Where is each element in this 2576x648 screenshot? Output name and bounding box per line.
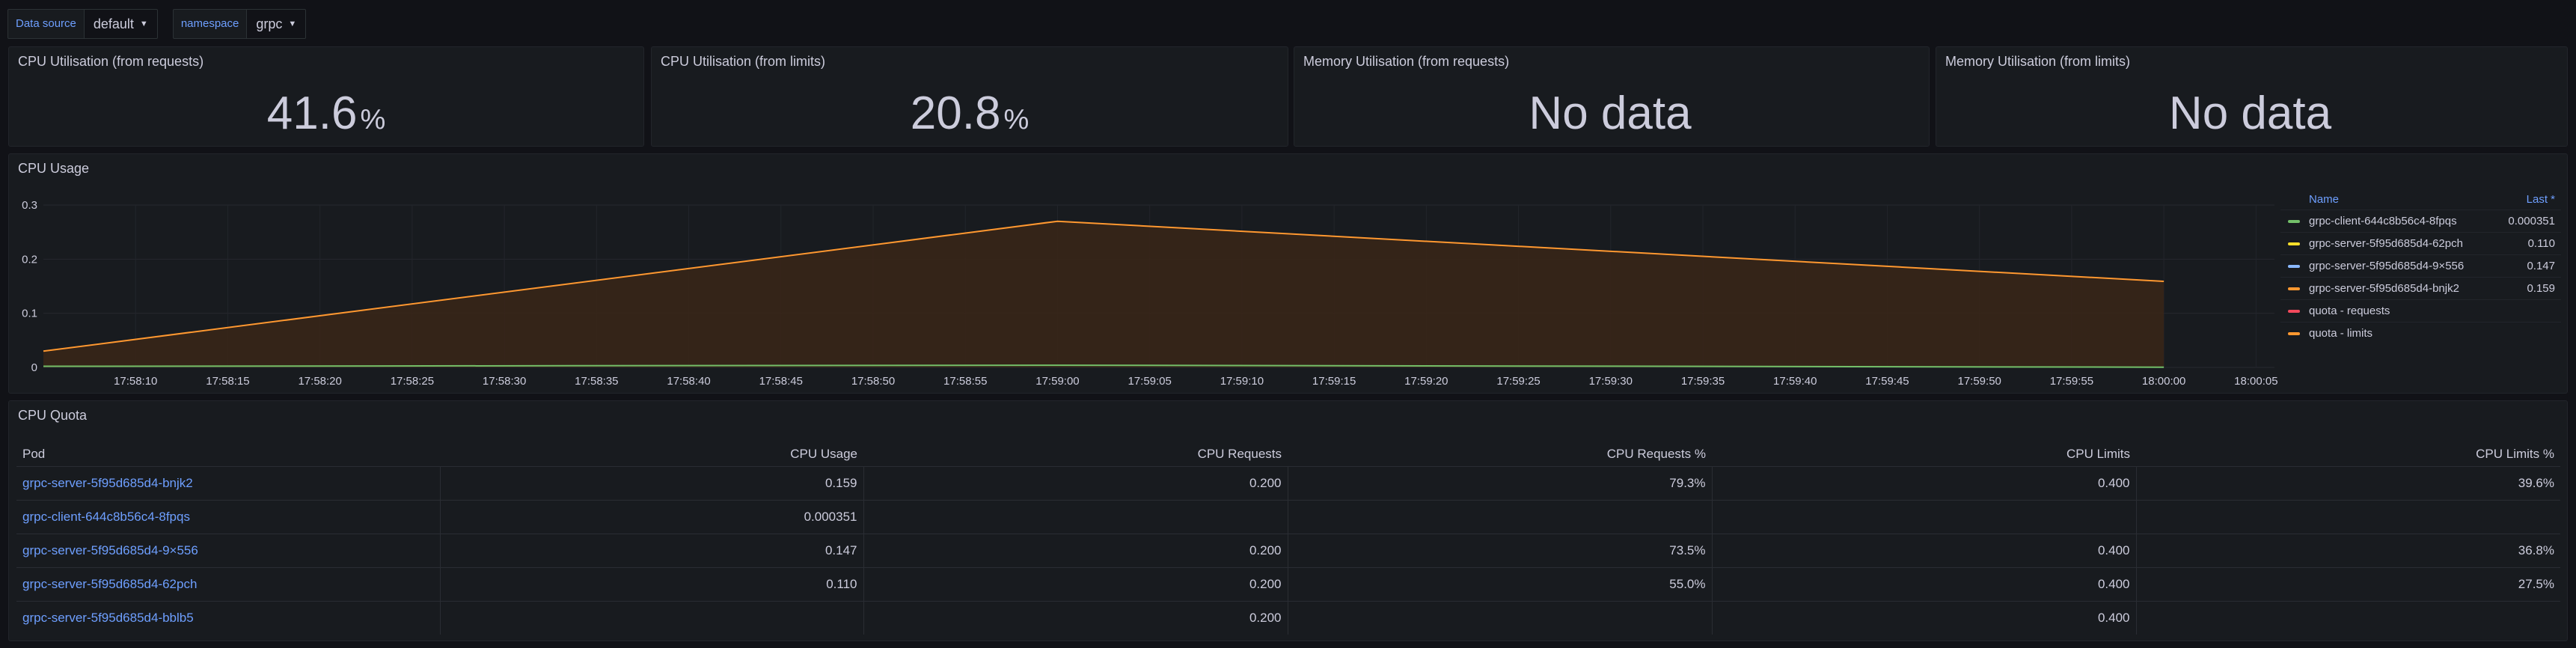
pod-link[interactable]: grpc-client-644c8b56c4-8fpqs xyxy=(16,500,440,534)
stat-panel-memory-requests[interactable]: Memory Utilisation (from requests) No da… xyxy=(1294,46,1930,147)
stat-value: 41.6% xyxy=(266,88,386,139)
namespace-select[interactable]: grpc ▼ xyxy=(247,9,307,39)
table-row: grpc-server-5f95d685d4-bblb5 0.200 0.400 xyxy=(16,601,2560,635)
table-row: grpc-server-5f95d685d4-bnjk2 0.159 0.200… xyxy=(16,466,2560,501)
column-header-cpu-requests-pct[interactable]: CPU Requests % xyxy=(1606,447,1706,461)
legend-swatch xyxy=(2288,287,2300,290)
namespace-label: namespace xyxy=(172,9,248,39)
cell-cpu-requests-pct: 79.3% xyxy=(1287,466,1712,501)
cell-cpu-limits: 0.400 xyxy=(1711,567,2136,602)
chevron-down-icon: ▼ xyxy=(139,19,148,28)
cell-cpu-limits-pct: 39.6% xyxy=(2135,466,2560,501)
cell-cpu-requests: 0.200 xyxy=(863,601,1288,635)
legend-value: 0.159 xyxy=(2527,282,2555,295)
stat-panel-memory-limits[interactable]: Memory Utilisation (from limits) No data xyxy=(1936,46,2568,147)
cell-cpu-usage: 0.147 xyxy=(439,534,863,568)
stat-value: 20.8% xyxy=(910,88,1030,139)
column-header-cpu-limits-pct[interactable]: CPU Limits % xyxy=(2476,447,2554,461)
legend-item[interactable]: grpc-client-644c8b56c4-8fpqs 0.000351 xyxy=(2280,210,2561,232)
legend-label: grpc-server-5f95d685d4-62pch xyxy=(2309,237,2463,250)
cell-cpu-requests: 0.200 xyxy=(863,466,1288,501)
legend-item[interactable]: quota - limits xyxy=(2280,322,2561,344)
cell-cpu-requests-pct: 55.0% xyxy=(1287,567,1712,602)
pod-link[interactable]: grpc-server-5f95d685d4-bnjk2 xyxy=(16,466,440,501)
panel-title: CPU Utilisation (from limits) xyxy=(661,54,826,69)
variable-bar: Data source default ▼ namespace grpc ▼ xyxy=(7,9,321,39)
cpu-quota-table: Pod CPU Usage CPU Requests CPU Requests … xyxy=(16,442,2560,635)
table-row: grpc-server-5f95d685d4-9×556 0.147 0.200… xyxy=(16,534,2560,568)
cell-cpu-requests-pct xyxy=(1287,601,1712,635)
legend-last-header[interactable]: Last * xyxy=(2526,193,2555,206)
legend-name-header[interactable]: Name xyxy=(2309,193,2340,206)
legend-label: quota - limits xyxy=(2309,327,2373,340)
namespace-value: grpc xyxy=(256,16,283,31)
legend-header: Name Last * xyxy=(2280,193,2561,210)
legend-item[interactable]: grpc-server-5f95d685d4-bnjk2 0.159 xyxy=(2280,277,2561,299)
legend-label: grpc-client-644c8b56c4-8fpqs xyxy=(2309,215,2457,227)
panel-title: CPU Usage xyxy=(18,161,90,176)
datasource-label: Data source xyxy=(7,9,85,39)
legend-value: 0.000351 xyxy=(2508,215,2555,227)
legend-item[interactable]: grpc-server-5f95d685d4-9×556 0.147 xyxy=(2280,254,2561,277)
column-header-cpu-limits[interactable]: CPU Limits xyxy=(2066,447,2130,461)
table-row: grpc-client-644c8b56c4-8fpqs 0.000351 xyxy=(16,500,2560,534)
cell-cpu-limits-pct xyxy=(2135,601,2560,635)
column-header-cpu-usage[interactable]: CPU Usage xyxy=(790,447,857,461)
stat-value: No data xyxy=(2168,88,2332,139)
legend-value: 0.147 xyxy=(2527,260,2555,272)
legend-swatch xyxy=(2288,331,2300,335)
panel-title: CPU Quota xyxy=(18,408,88,423)
cell-cpu-requests xyxy=(863,500,1288,534)
cell-cpu-limits xyxy=(1711,500,2136,534)
legend-label: grpc-server-5f95d685d4-9×556 xyxy=(2309,260,2465,272)
cell-cpu-requests: 0.200 xyxy=(863,567,1288,602)
datasource-select[interactable]: default ▼ xyxy=(84,9,158,39)
legend-swatch xyxy=(2288,242,2300,245)
chart-legend: Name Last * grpc-client-644c8b56c4-8fpqs… xyxy=(2280,193,2561,344)
cell-cpu-requests: 0.200 xyxy=(863,534,1288,568)
cell-cpu-limits: 0.400 xyxy=(1711,534,2136,568)
cell-cpu-limits: 0.400 xyxy=(1711,601,2136,635)
legend-label: grpc-server-5f95d685d4-bnjk2 xyxy=(2309,282,2459,295)
cell-cpu-limits-pct: 27.5% xyxy=(2135,567,2560,602)
cell-cpu-requests-pct: 73.5% xyxy=(1287,534,1712,568)
panel-title: Memory Utilisation (from requests) xyxy=(1303,54,1510,69)
pod-link[interactable]: grpc-server-5f95d685d4-9×556 xyxy=(16,534,440,568)
pod-link[interactable]: grpc-server-5f95d685d4-bblb5 xyxy=(16,601,440,635)
table-row: grpc-server-5f95d685d4-62pch 0.110 0.200… xyxy=(16,567,2560,602)
legend-swatch xyxy=(2288,264,2300,268)
stat-panel-cpu-requests[interactable]: CPU Utilisation (from requests) 41.6% xyxy=(8,46,644,147)
legend-label: quota - requests xyxy=(2309,305,2390,317)
cell-cpu-usage: 0.110 xyxy=(439,567,863,602)
cell-cpu-requests-pct xyxy=(1287,500,1712,534)
stat-panel-cpu-limits[interactable]: CPU Utilisation (from limits) 20.8% xyxy=(651,46,1288,147)
legend-swatch xyxy=(2288,219,2300,223)
panel-title: CPU Utilisation (from requests) xyxy=(18,54,204,69)
cpu-usage-panel[interactable]: CPU Usage xyxy=(8,153,2568,394)
pod-link[interactable]: grpc-server-5f95d685d4-62pch xyxy=(16,567,440,602)
cell-cpu-usage: 0.159 xyxy=(439,466,863,501)
stat-value: No data xyxy=(1529,88,1692,139)
legend-item[interactable]: grpc-server-5f95d685d4-62pch 0.110 xyxy=(2280,232,2561,254)
cell-cpu-usage: 0.000351 xyxy=(439,500,863,534)
datasource-value: default xyxy=(93,16,134,31)
panel-title: Memory Utilisation (from limits) xyxy=(1945,54,2131,69)
legend-value: 0.110 xyxy=(2527,237,2555,250)
column-header-pod[interactable]: Pod xyxy=(22,447,46,461)
legend-swatch xyxy=(2288,309,2300,313)
cell-cpu-limits-pct xyxy=(2135,500,2560,534)
legend-item[interactable]: quota - requests xyxy=(2280,299,2561,322)
cell-cpu-limits: 0.400 xyxy=(1711,466,2136,501)
table-header-row: Pod CPU Usage CPU Requests CPU Requests … xyxy=(16,442,2560,467)
cell-cpu-usage xyxy=(439,601,863,635)
column-header-cpu-requests[interactable]: CPU Requests xyxy=(1197,447,1282,461)
cell-cpu-limits-pct: 36.8% xyxy=(2135,534,2560,568)
chevron-down-icon: ▼ xyxy=(288,19,297,28)
